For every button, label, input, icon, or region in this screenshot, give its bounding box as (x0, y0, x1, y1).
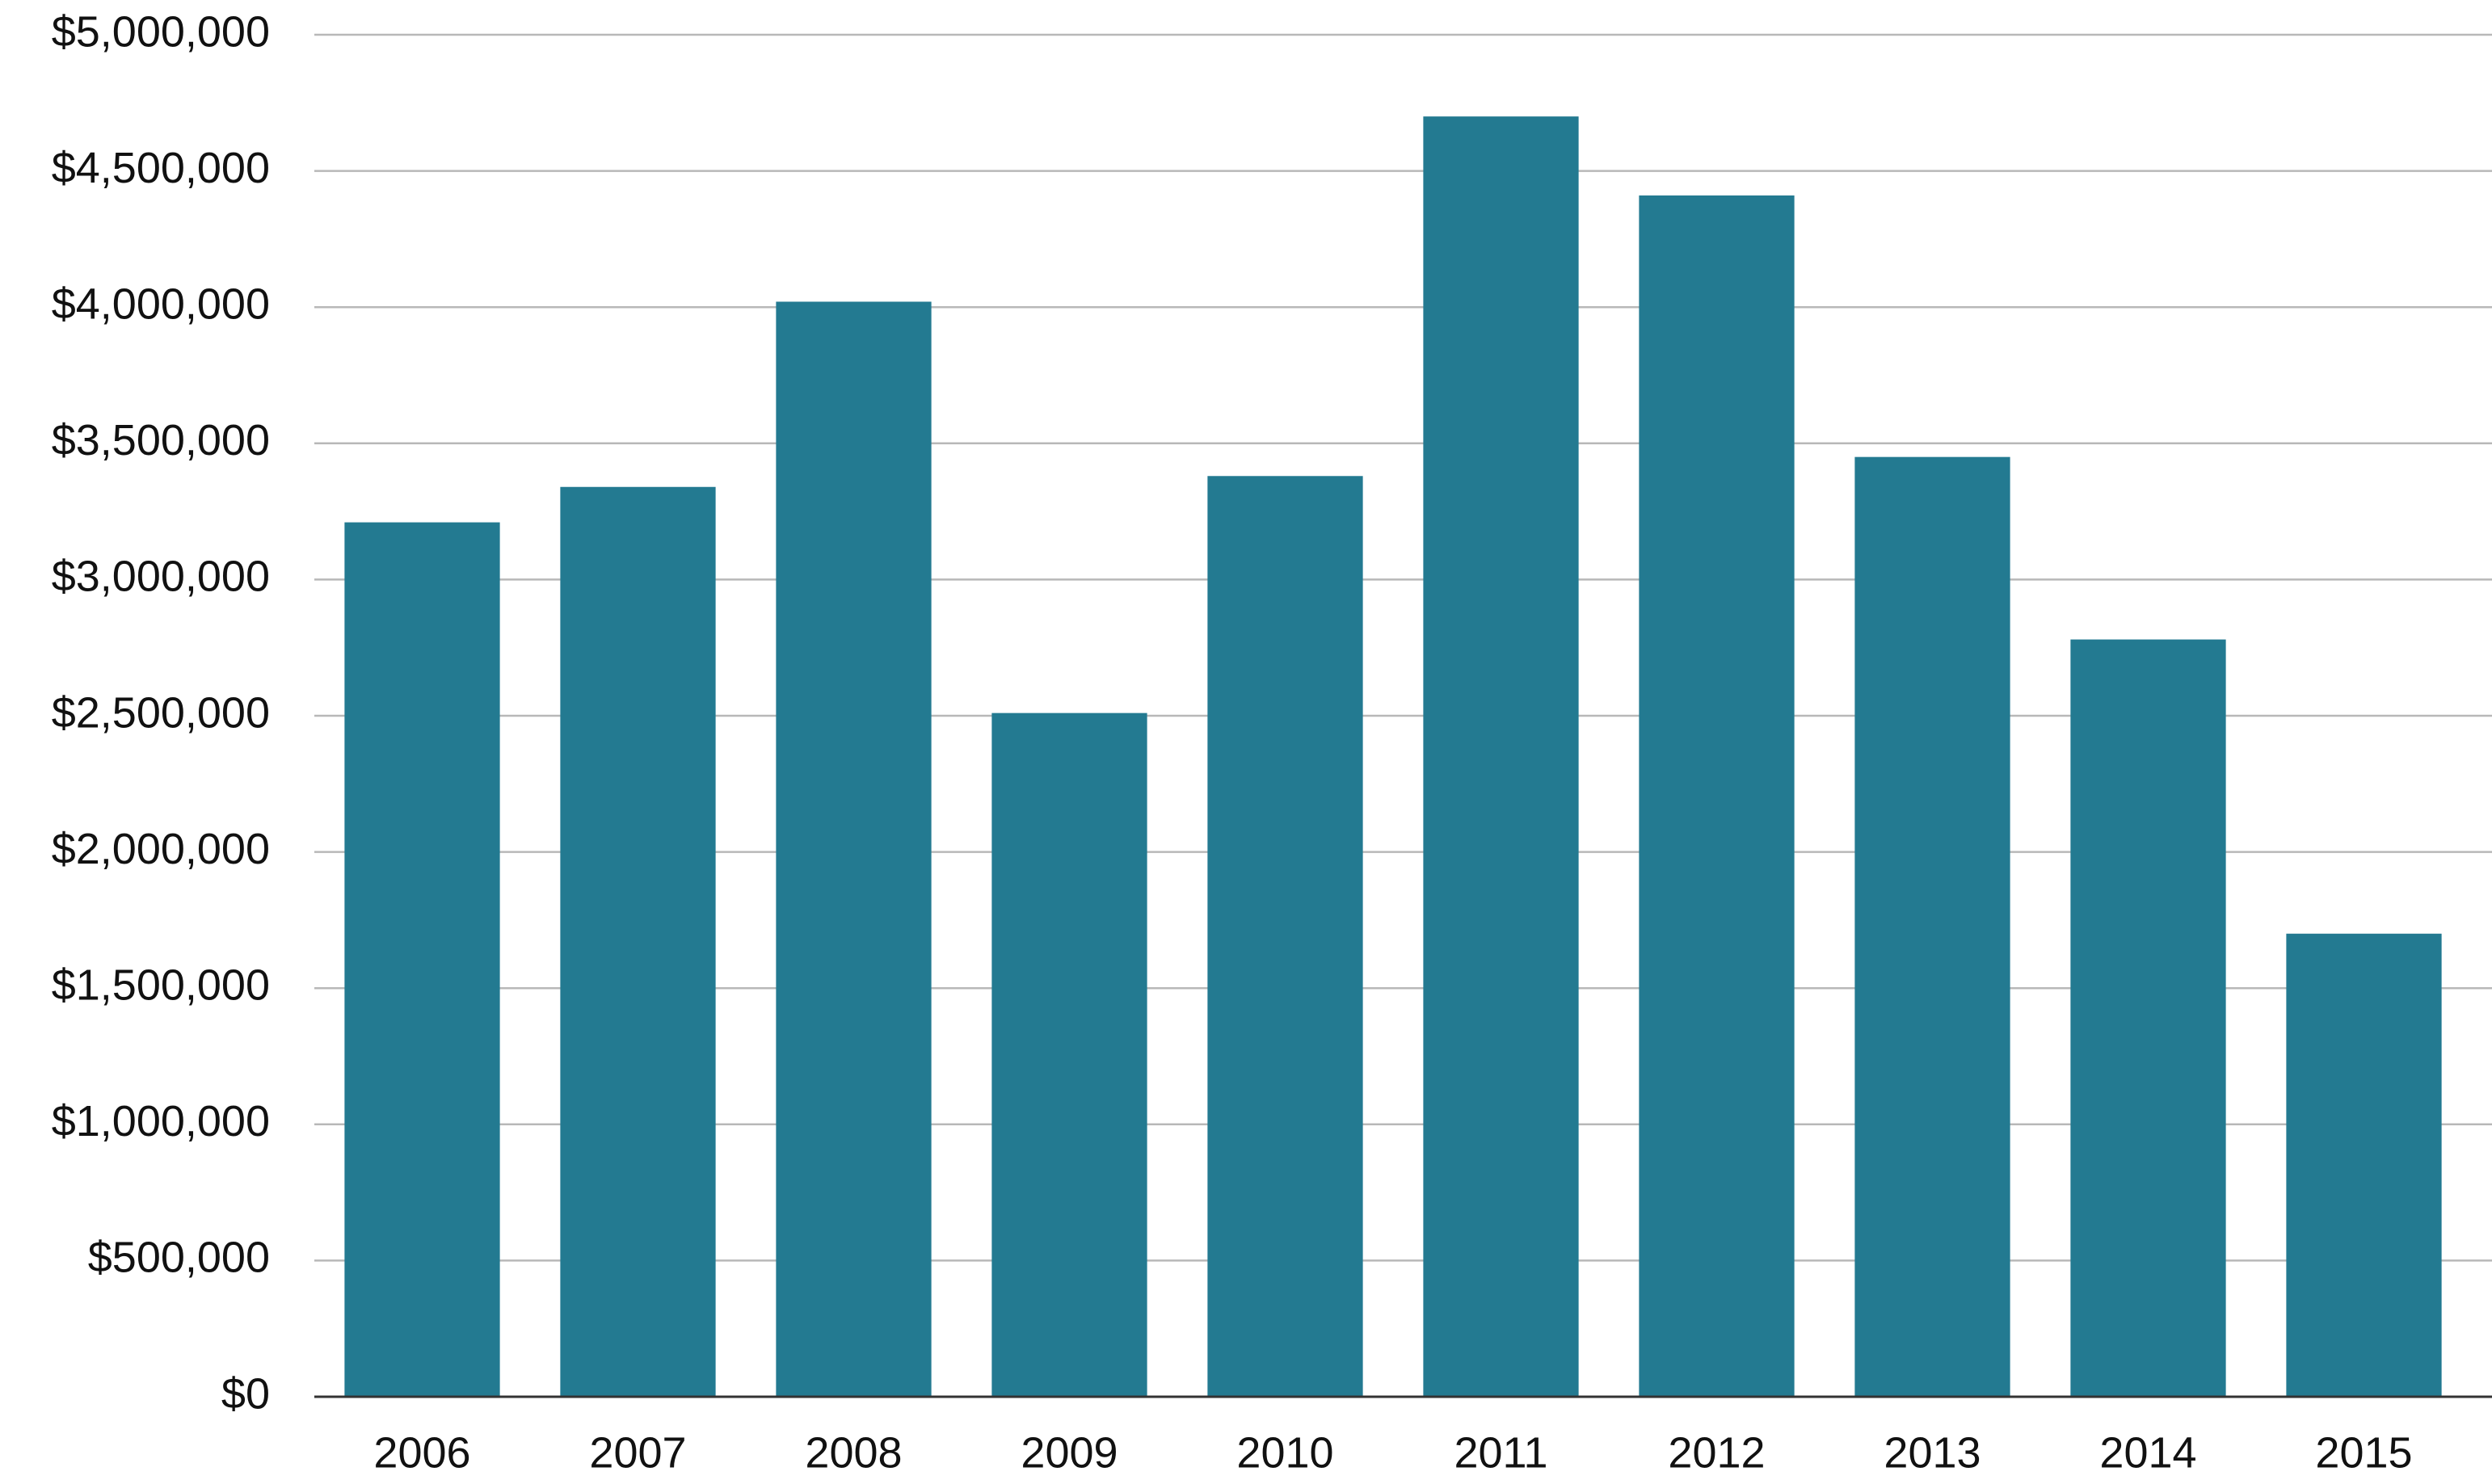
bar (560, 486, 716, 1398)
bar (776, 301, 932, 1397)
x-tick-label: 2013 (1884, 1428, 1981, 1477)
bar (2070, 639, 2226, 1397)
y-tick-label: $0 (221, 1369, 270, 1418)
bar (1639, 195, 1795, 1397)
x-tick-label: 2009 (1021, 1428, 1118, 1477)
x-tick-label: 2011 (1454, 1428, 1547, 1477)
x-tick-label: 2006 (373, 1428, 470, 1477)
y-tick-label: $4,000,000 (52, 280, 270, 328)
x-tick-label: 2014 (2099, 1428, 2196, 1477)
y-tick-label: $3,000,000 (52, 553, 270, 601)
y-tick-label: $3,500,000 (52, 416, 270, 465)
bar (1207, 476, 1363, 1398)
bar (2286, 933, 2442, 1397)
bar (1423, 116, 1579, 1397)
bar (991, 713, 1147, 1397)
y-tick-label: $2,500,000 (52, 688, 270, 737)
y-tick-label: $2,000,000 (52, 825, 270, 873)
x-tick-label: 2012 (1668, 1428, 1765, 1477)
x-tick-label: 2008 (805, 1428, 902, 1477)
bar (1854, 456, 2010, 1398)
y-tick-label: $1,500,000 (52, 961, 270, 1009)
y-tick-label: $4,500,000 (52, 144, 270, 192)
y-tick-label: $500,000 (88, 1234, 270, 1282)
x-tick-label: 2010 (1236, 1428, 1333, 1477)
y-tick-label: $1,000,000 (52, 1097, 270, 1146)
x-tick-label: 2007 (589, 1428, 686, 1477)
bar (344, 522, 500, 1397)
x-tick-label: 2015 (2315, 1428, 2412, 1477)
y-tick-label: $5,000,000 (52, 7, 270, 56)
